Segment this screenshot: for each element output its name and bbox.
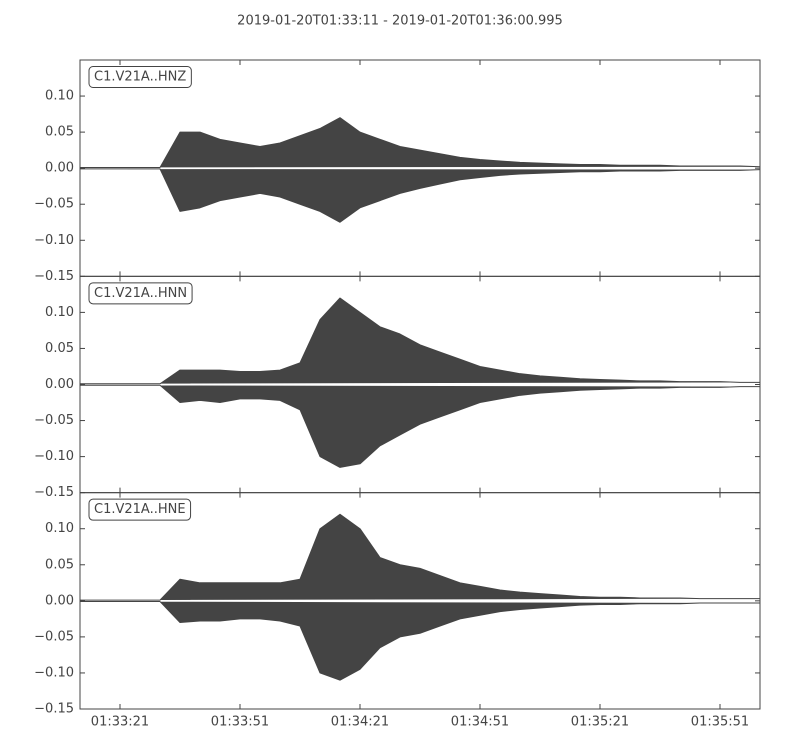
y-tick-label: −0.10 — [34, 233, 74, 248]
y-tick-label: 0.00 — [45, 161, 74, 176]
panel-frame — [79, 492, 761, 710]
panel-frame — [79, 275, 761, 494]
waveform — [80, 601, 760, 681]
waveform — [80, 384, 760, 468]
chart-title: 2019-01-20T01:33:11 - 2019-01-20T01:36:0… — [237, 14, 563, 29]
y-tick-label: 0.00 — [45, 593, 74, 608]
y-tick-label: 0.05 — [45, 125, 74, 140]
x-tick-label: 01:33:21 — [91, 715, 149, 730]
waveform — [80, 513, 760, 601]
trace-label-box — [88, 282, 193, 305]
panel-frame — [79, 59, 761, 277]
x-tick-label: 01:33:51 — [211, 715, 269, 730]
y-tick-label: −0.15 — [34, 702, 74, 717]
trace-label: C1.V21A..HNE — [94, 502, 186, 517]
waveform — [80, 168, 761, 223]
y-tick-label: 0.10 — [45, 521, 74, 536]
x-tick-label: 01:34:51 — [451, 715, 509, 730]
waveform — [80, 297, 760, 385]
trace-label: C1.V21A..HNN — [94, 286, 187, 301]
x-tick-label: 01:35:51 — [691, 715, 749, 730]
trace-label: C1.V21A..HNZ — [94, 70, 186, 85]
x-tick-label: 01:34:21 — [331, 715, 389, 730]
y-tick-label: 0.10 — [45, 305, 74, 320]
x-tick-label: 01:35:21 — [571, 715, 629, 730]
waveform — [80, 117, 761, 168]
y-tick-label: 0.05 — [45, 557, 74, 572]
y-tick-label: 0.00 — [45, 377, 74, 392]
y-tick-label: −0.05 — [34, 197, 74, 212]
y-tick-label: −0.15 — [34, 485, 74, 500]
y-tick-label: −0.15 — [34, 269, 74, 284]
y-tick-label: −0.05 — [34, 413, 74, 428]
y-tick-label: 0.10 — [45, 89, 74, 104]
trace-label-box — [88, 66, 192, 88]
y-tick-label: 0.05 — [45, 341, 74, 356]
y-tick-label: −0.05 — [34, 629, 74, 644]
y-tick-label: −0.10 — [34, 665, 74, 680]
y-tick-label: −0.10 — [34, 449, 74, 464]
trace-label-box — [88, 498, 192, 521]
